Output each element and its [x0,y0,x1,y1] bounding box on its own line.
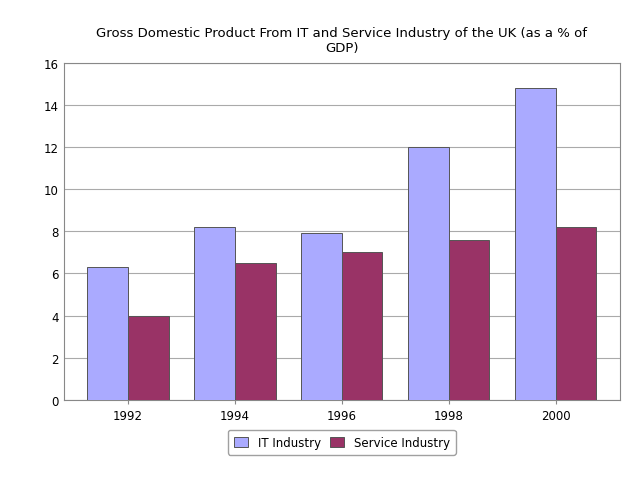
Bar [515,89,556,400]
Bar [128,316,169,400]
Bar [235,264,275,400]
Bar [556,227,596,400]
Bar [408,147,449,400]
Bar [342,253,383,400]
Bar [449,240,489,400]
Bar [88,267,128,400]
Bar [194,227,235,400]
Title: Gross Domestic Product From IT and Service Industry of the UK (as a % of
GDP): Gross Domestic Product From IT and Servi… [96,27,587,55]
Bar [301,234,342,400]
Legend: IT Industry, Service Industry: IT Industry, Service Industry [228,430,456,455]
